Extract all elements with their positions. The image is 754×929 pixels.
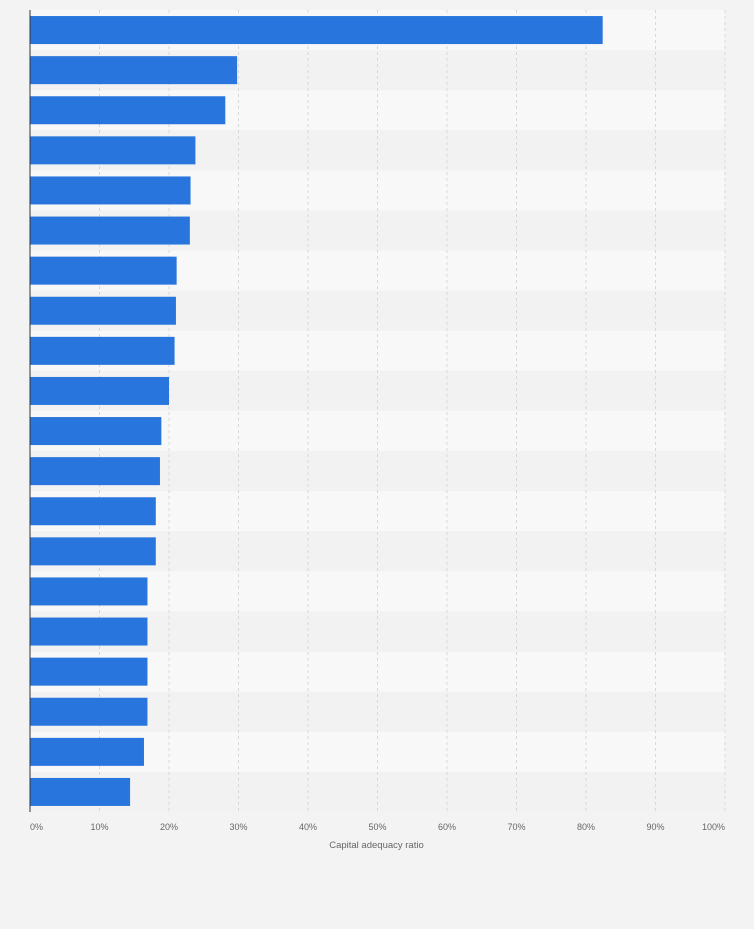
- bar: [30, 256, 177, 285]
- bar: [30, 617, 148, 646]
- bar: [30, 737, 144, 766]
- x-tick-label: 40%: [299, 822, 317, 832]
- x-tick-label: 90%: [646, 822, 664, 832]
- bars: [30, 16, 603, 806]
- bar: [30, 336, 175, 365]
- bar: [30, 777, 131, 806]
- x-tick-label: 60%: [438, 822, 456, 832]
- x-tick-label: 20%: [160, 822, 178, 832]
- bar: [30, 216, 190, 245]
- x-tick-label: 10%: [90, 822, 108, 832]
- bar: [30, 697, 148, 726]
- x-tick-label: 0%: [30, 822, 43, 832]
- bar: [30, 296, 176, 325]
- bar: [30, 136, 196, 165]
- bar: [30, 96, 226, 125]
- x-tick-label: 30%: [229, 822, 247, 832]
- bar: [30, 657, 148, 686]
- x-tick-label: 70%: [507, 822, 525, 832]
- bar: [30, 537, 156, 566]
- bar: [30, 176, 191, 205]
- x-axis-title: Capital adequacy ratio: [329, 840, 424, 851]
- bar: [30, 577, 148, 606]
- bar: [30, 497, 156, 526]
- bar: [30, 16, 603, 45]
- x-tick-label: 50%: [368, 822, 386, 832]
- x-tick-label: 80%: [577, 822, 595, 832]
- x-tick-label: 100%: [702, 822, 725, 832]
- bar: [30, 56, 238, 85]
- bar: [30, 457, 160, 486]
- bar: [30, 376, 169, 405]
- x-axis-ticks: 0% 10% 20% 30% 40% 50% 60% 70% 80% 90% 100%: [30, 822, 725, 832]
- bar: [30, 417, 162, 446]
